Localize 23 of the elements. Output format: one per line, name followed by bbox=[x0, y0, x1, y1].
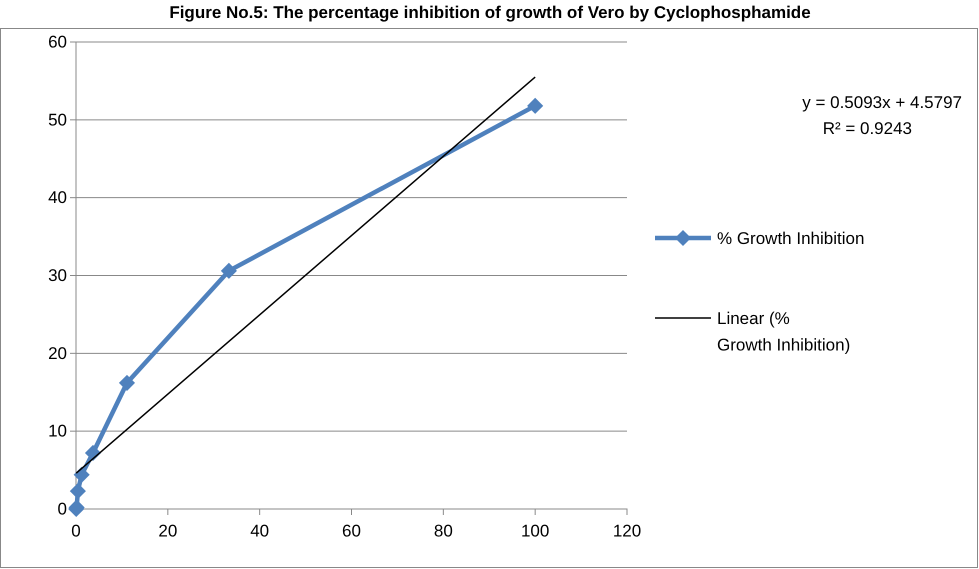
point bbox=[118, 374, 136, 391]
point bbox=[527, 98, 544, 114]
chart-title: Figure No.5: The percentage inhibition of growth of Vero by Cyclophosphamide bbox=[169, 3, 811, 22]
y-tick-label: 10 bbox=[48, 422, 67, 441]
y-tick-label: 20 bbox=[48, 344, 67, 363]
x-tick-label: 100 bbox=[520, 522, 550, 541]
y-tick-label: 30 bbox=[48, 266, 67, 285]
legend-label: Linear (% Growth Inhibition) bbox=[717, 309, 850, 354]
text: R² = 0.9243 bbox=[822, 119, 912, 138]
point bbox=[220, 262, 237, 279]
point bbox=[70, 483, 86, 500]
x-tick-label: 0 bbox=[71, 522, 81, 541]
y-tick-label: 0 bbox=[58, 499, 67, 518]
x-tick-label: 120 bbox=[612, 522, 642, 541]
y-tick-label: 60 bbox=[48, 32, 67, 52]
x-tick-label: 20 bbox=[158, 522, 178, 541]
x-tick-label: 80 bbox=[434, 522, 453, 541]
x-tick-label: 40 bbox=[250, 522, 270, 541]
legend-label: % Growth Inhibition bbox=[717, 229, 864, 248]
x-tick-label: 60 bbox=[342, 522, 361, 541]
y-tick-label: 40 bbox=[48, 188, 67, 208]
text: y = 0.5093x + 4.5797 bbox=[802, 93, 962, 112]
y-tick-label: 50 bbox=[48, 110, 67, 130]
